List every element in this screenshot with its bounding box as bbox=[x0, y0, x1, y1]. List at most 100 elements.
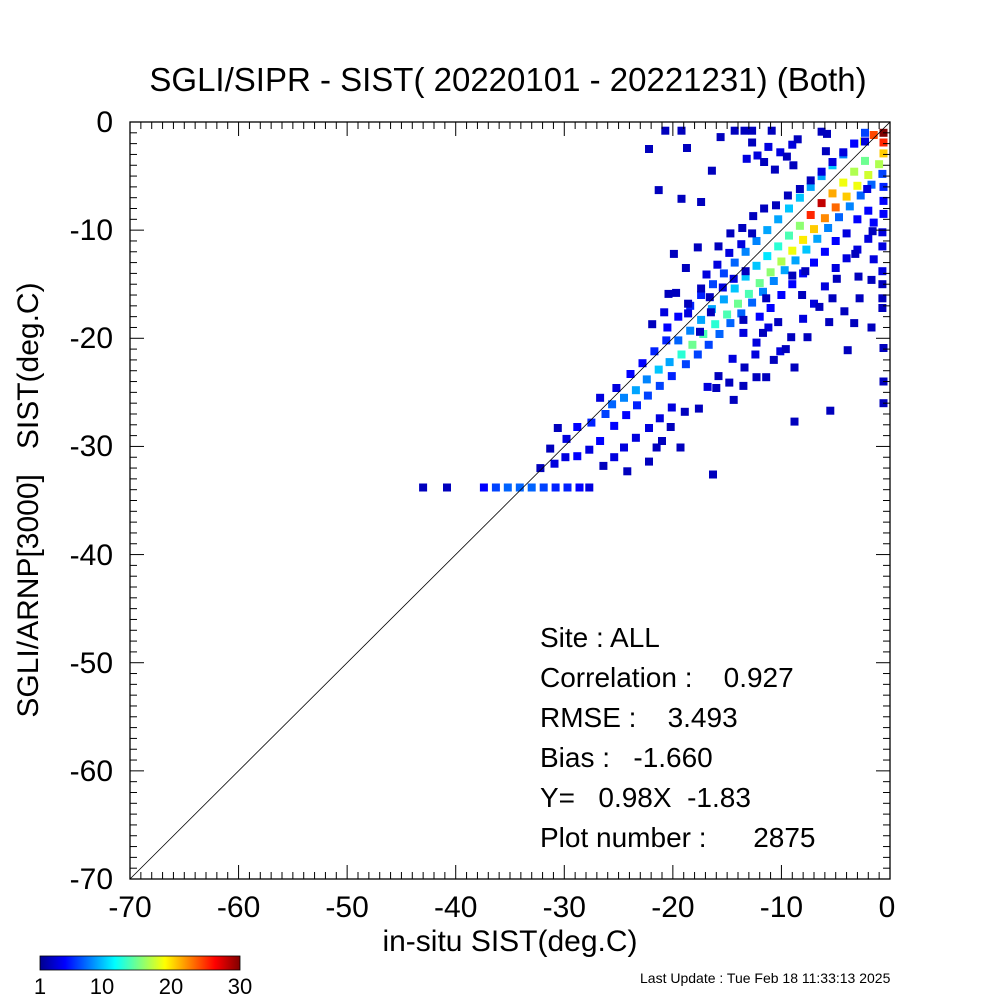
heatmap-cell bbox=[740, 363, 749, 372]
heatmap-cell bbox=[443, 483, 451, 492]
heatmap-cell bbox=[842, 254, 851, 263]
heatmap-cell bbox=[740, 126, 749, 135]
heatmap-cell bbox=[879, 138, 888, 147]
heatmap-cell bbox=[864, 171, 873, 179]
heatmap-cell bbox=[697, 291, 706, 299]
heatmap-cell bbox=[840, 307, 849, 316]
heatmap-cell bbox=[723, 310, 732, 319]
heatmap-cell bbox=[661, 126, 670, 135]
heatmap-cell bbox=[665, 358, 674, 367]
xtick-label: 0 bbox=[879, 891, 896, 924]
heatmap-cell bbox=[832, 274, 841, 283]
heatmap-cell bbox=[861, 128, 869, 137]
heatmap-cell bbox=[878, 267, 887, 276]
heatmap-cell bbox=[573, 452, 582, 461]
heatmap-cell bbox=[861, 137, 869, 146]
heatmap-cell bbox=[817, 167, 826, 176]
heatmap-cell bbox=[770, 165, 779, 174]
heatmap-cell bbox=[741, 267, 750, 276]
heatmap-cell bbox=[677, 350, 686, 359]
heatmap-cell bbox=[828, 294, 837, 303]
heatmap-cell bbox=[650, 347, 659, 356]
heatmap-cell bbox=[601, 410, 610, 418]
heatmap-cell bbox=[652, 443, 661, 452]
heatmap-cell bbox=[696, 327, 704, 336]
heatmap-cell bbox=[791, 256, 800, 265]
heatmap-cell bbox=[491, 483, 500, 492]
heatmap-cell bbox=[785, 231, 793, 240]
heatmap-cell bbox=[645, 145, 653, 153]
heatmap-cell bbox=[660, 308, 669, 317]
heatmap-cell bbox=[585, 483, 594, 492]
heatmap-cell bbox=[815, 302, 824, 311]
heatmap-cell bbox=[774, 318, 783, 327]
ytick-label: -60 bbox=[70, 755, 113, 788]
heatmap-cell bbox=[674, 312, 683, 321]
heatmap-cell bbox=[776, 148, 785, 157]
heatmap-cell bbox=[419, 483, 428, 492]
heatmap-cell bbox=[648, 320, 657, 329]
heatmap-cell bbox=[626, 370, 635, 378]
heatmap-cell bbox=[864, 234, 873, 243]
heatmap-cell bbox=[806, 211, 815, 219]
heatmap-cell bbox=[681, 264, 690, 272]
heatmap-cell bbox=[741, 272, 750, 281]
heatmap-cell bbox=[654, 365, 663, 374]
heatmap-cell bbox=[573, 423, 582, 431]
colorbar-tick-label: 30 bbox=[228, 974, 252, 999]
heatmap-cell bbox=[551, 483, 560, 492]
xtick-label: -70 bbox=[108, 891, 151, 924]
heatmap-cell bbox=[798, 291, 807, 299]
heatmap-cell bbox=[783, 191, 792, 200]
ytick-label: 0 bbox=[96, 106, 113, 139]
heatmap-cell bbox=[718, 283, 727, 292]
heatmap-cell bbox=[781, 345, 790, 354]
ytick-label: -20 bbox=[70, 322, 113, 355]
heatmap-cell bbox=[828, 189, 837, 198]
heatmap-cell bbox=[777, 257, 786, 266]
heatmap-cell bbox=[760, 204, 769, 213]
stat-regression: Y= 0.98X -1.83 bbox=[540, 782, 751, 813]
heatmap-cell bbox=[709, 280, 717, 289]
heatmap-cell bbox=[831, 264, 840, 272]
heatmap-cell bbox=[763, 252, 772, 261]
heatmap-cell bbox=[828, 158, 837, 166]
heatmap-cell bbox=[878, 294, 887, 303]
heatmap-cell bbox=[842, 192, 851, 201]
heatmap-cell bbox=[777, 291, 786, 299]
heatmap-cell bbox=[843, 346, 852, 355]
heatmap-cell bbox=[806, 176, 815, 185]
heatmap-cell bbox=[826, 406, 835, 415]
heatmap-cell bbox=[683, 144, 691, 152]
heatmap-cell bbox=[869, 255, 878, 264]
heatmap-cell bbox=[759, 287, 767, 296]
heatmap-cell bbox=[688, 340, 697, 349]
heatmap-cell bbox=[677, 194, 686, 203]
identity-line bbox=[129, 121, 891, 880]
heatmap-cell bbox=[738, 224, 747, 232]
heatmap-cell bbox=[755, 312, 764, 321]
stat-plot-number: Plot number : 2875 bbox=[540, 822, 816, 853]
heatmap-cell bbox=[734, 299, 742, 308]
heatmap-cell bbox=[622, 411, 631, 420]
heatmap-cell bbox=[643, 391, 652, 400]
heatmap-cell bbox=[842, 229, 851, 238]
heatmap-cell bbox=[817, 172, 826, 181]
heatmap-cell bbox=[693, 243, 702, 252]
heatmap-cell bbox=[867, 275, 876, 284]
heatmap-cell bbox=[752, 237, 761, 245]
heatmap-cell bbox=[795, 185, 804, 193]
heatmap-cell bbox=[728, 354, 737, 363]
heatmap-cell bbox=[748, 229, 757, 238]
heatmap-cell bbox=[759, 328, 767, 337]
xtick-label: -60 bbox=[217, 891, 260, 924]
heatmap-cell bbox=[714, 372, 723, 381]
heatmap-cell bbox=[810, 299, 818, 308]
heatmap-cell bbox=[711, 320, 720, 329]
xtick-label: -10 bbox=[760, 891, 803, 924]
heatmap-cell bbox=[730, 284, 739, 293]
heatmap-cell bbox=[669, 249, 678, 258]
heatmap-cell bbox=[730, 258, 739, 267]
heatmap-cell bbox=[664, 289, 673, 298]
